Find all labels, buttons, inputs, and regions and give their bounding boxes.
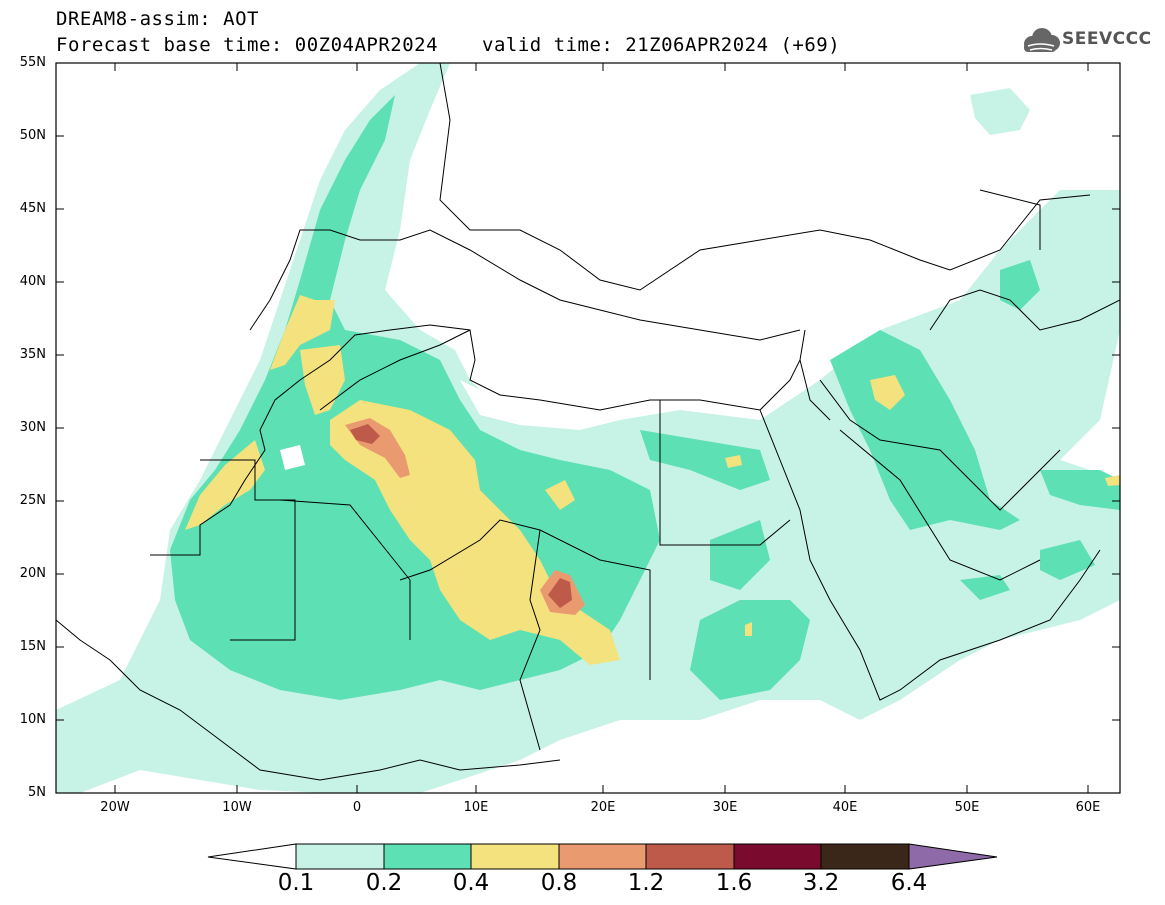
aot-level-1.2 (350, 424, 572, 608)
colorbar-label: 1.6 (715, 870, 753, 896)
lon-label: 30E (712, 800, 738, 815)
lon-label: 20E (590, 800, 616, 815)
lon-label: 0 (352, 800, 362, 815)
colorbar-label: 0.1 (277, 870, 315, 896)
colorbar-label: 0.8 (540, 870, 578, 896)
lat-label: 10N (19, 712, 46, 727)
lat-label: 35N (19, 347, 46, 362)
lon-label: 10W (222, 800, 252, 815)
colorbar-label: 1.2 (627, 870, 665, 896)
lat-label: 50N (19, 128, 46, 143)
forecast-base-time: Forecast base time: 00Z04APR2024 (56, 34, 439, 56)
valid-time: valid time: 21Z06APR2024 (+69) (482, 34, 841, 56)
coastlines (56, 63, 1120, 781)
seevccc-logo (1024, 28, 1060, 52)
colorbar-label: 0.4 (452, 870, 490, 896)
lat-label: 5N (28, 785, 46, 800)
lon-label: 10E (463, 800, 489, 815)
colorbar-label: 0.2 (365, 870, 403, 896)
lat-label: 45N (19, 201, 46, 216)
aot-contours (56, 63, 1120, 793)
lat-label: 25N (19, 493, 46, 508)
colorbar-label: 6.4 (890, 870, 928, 896)
logo-text: SEEVCCC (1062, 29, 1152, 49)
lon-label: 40E (832, 800, 858, 815)
map-title: DREAM8-assim: AOT (56, 8, 259, 30)
lon-label: 60E (1075, 800, 1101, 815)
aot-gaps (280, 380, 620, 470)
colorbar-label: 3.2 (802, 870, 840, 896)
axis-ticks (56, 62, 1120, 793)
lat-label: 30N (19, 420, 46, 435)
lon-label: 20W (100, 800, 130, 815)
lon-label: 50E (954, 800, 980, 815)
lat-label: 55N (19, 55, 46, 70)
lat-label: 20N (19, 566, 46, 581)
lat-label: 15N (19, 639, 46, 654)
lat-label: 40N (19, 274, 46, 289)
